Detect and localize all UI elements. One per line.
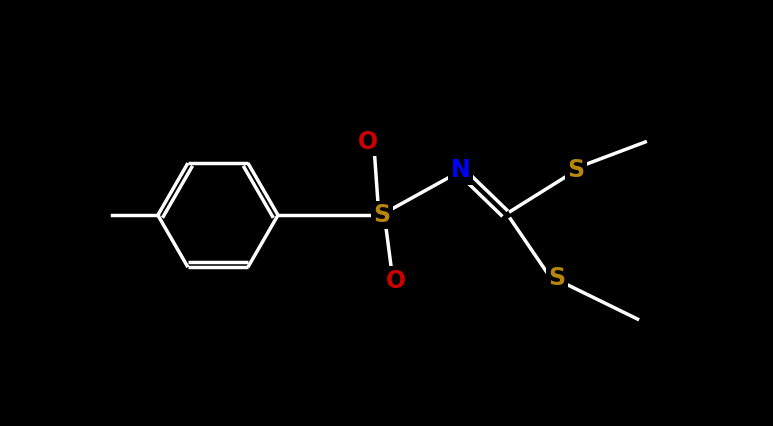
- Text: S: S: [548, 266, 565, 290]
- Text: N: N: [451, 158, 470, 182]
- Text: O: O: [386, 268, 406, 293]
- Text: S: S: [567, 158, 584, 182]
- Text: O: O: [358, 130, 378, 154]
- Text: S: S: [373, 203, 390, 227]
